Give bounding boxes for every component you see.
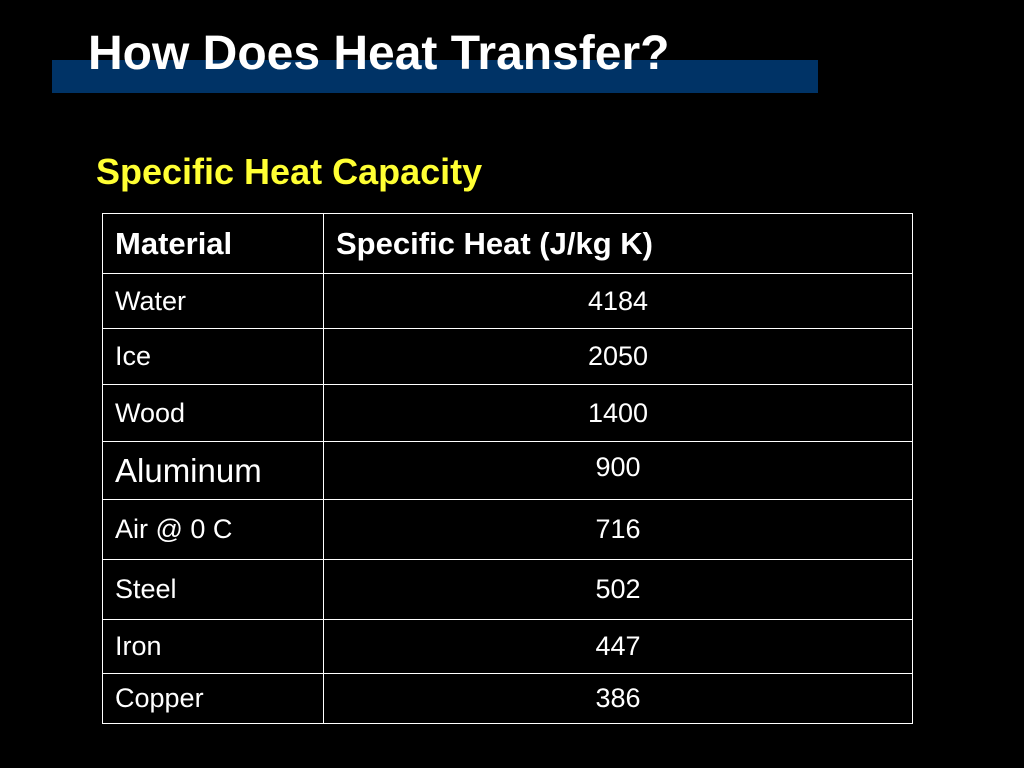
- value-cell: 716: [595, 514, 641, 544]
- material-cell: Iron: [103, 620, 324, 673]
- material-cell: Copper: [103, 674, 324, 723]
- table: Material Specific Heat (J/kg K) Water 4184 I…: [102, 213, 913, 724]
- header-row: Material Specific Heat (J/kg K): [103, 214, 912, 273]
- material-cell: Wood: [103, 385, 324, 441]
- header-cell: Material: [103, 214, 324, 273]
- material-cell: Steel: [103, 560, 324, 619]
- material-cell: Water: [103, 274, 324, 328]
- value-cell: 900: [595, 452, 641, 482]
- material-cell: Aluminum: [103, 442, 324, 499]
- table-row: Aluminum 900: [103, 441, 912, 499]
- slide-title: How Does Heat Transfer?: [88, 27, 670, 80]
- value-cell: 1400: [587, 397, 649, 428]
- value-cell: 2050: [587, 341, 649, 371]
- table-row: Air @ 0 C 716: [103, 499, 912, 559]
- value-cell: 502: [595, 574, 641, 604]
- table-row: Wood 1400: [103, 384, 912, 441]
- material-cell: Ice: [103, 329, 324, 384]
- table-row: Steel 502: [103, 559, 912, 619]
- header-cell: Specific Heat (J/kg K): [336, 225, 653, 261]
- title-bar: [52, 60, 818, 93]
- table-row: Iron 447: [103, 619, 912, 673]
- slide-subtitle: Specific Heat Capacity: [96, 151, 483, 192]
- table-row: Copper 386: [103, 673, 912, 723]
- table-row: Ice 2050: [103, 328, 912, 384]
- value-cell: 447: [595, 631, 641, 661]
- value-cell: 4184: [587, 285, 649, 316]
- material-cell: Air @ 0 C: [103, 500, 324, 559]
- table-row: Water 4184: [103, 273, 912, 328]
- value-cell: 386: [595, 683, 641, 713]
